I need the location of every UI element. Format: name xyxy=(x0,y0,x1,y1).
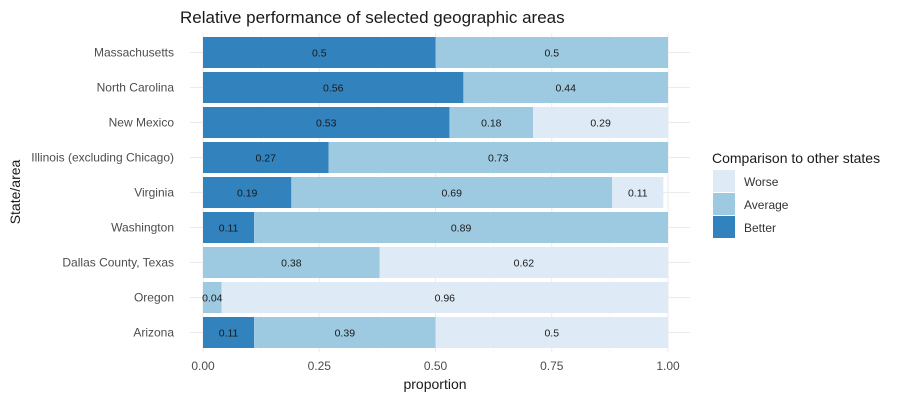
data-label: 0.89 xyxy=(451,223,472,235)
data-label: 0.19 xyxy=(237,188,258,200)
bar-segment-better xyxy=(203,72,464,103)
category-label: North Carolina xyxy=(97,81,175,95)
category-label: Virginia xyxy=(134,186,174,200)
y-axis-title: State/area xyxy=(7,159,23,224)
data-label: 0.44 xyxy=(555,83,576,95)
bar-segment-better xyxy=(203,317,255,348)
data-label: 0.11 xyxy=(628,188,648,200)
bar-segment-worse xyxy=(533,107,668,138)
data-label: 0.96 xyxy=(435,293,456,305)
bar-segment-better xyxy=(203,107,450,138)
chart-title: Relative performance of selected geograp… xyxy=(180,8,565,27)
data-labels: 0.5 0.5 0.56 0.44 0.53 0.18 0.29 0.27 0.73 0.19 0.… xyxy=(202,48,648,340)
x-tick-label: 0.50 xyxy=(424,359,448,373)
bar-segment-average xyxy=(291,177,613,208)
category-label: Arizona xyxy=(133,326,174,340)
data-label: 0.38 xyxy=(281,258,302,270)
bar-segment-average xyxy=(254,317,436,348)
bar-segment-average xyxy=(435,37,668,68)
category-label: Oregon xyxy=(134,291,174,305)
legend-label: Average xyxy=(744,198,789,212)
legend-label: Worse xyxy=(744,175,779,189)
data-label: 0.53 xyxy=(316,118,337,130)
legend-title: Comparison to other states xyxy=(712,150,880,166)
data-label: 0.5 xyxy=(312,48,327,60)
legend-swatch-average xyxy=(713,193,735,215)
category-label: New Mexico xyxy=(109,116,175,130)
data-label: 0.73 xyxy=(488,153,509,165)
category-label: Massachusetts xyxy=(94,46,174,60)
category-labels: Massachusetts North Carolina New Mexico Ill… xyxy=(31,46,174,340)
bar-segment-better xyxy=(203,177,292,208)
data-label: 0.5 xyxy=(544,48,559,60)
x-axis-tick-labels: 0.00 0.25 0.50 0.75 1.00 xyxy=(191,359,680,373)
data-label: 0.11 xyxy=(219,328,239,340)
legend-swatch-worse xyxy=(713,170,735,192)
bar-segment-average xyxy=(328,142,668,173)
x-tick-label: 1.00 xyxy=(656,359,680,373)
data-label: 0.62 xyxy=(514,258,535,270)
x-tick-label: 0.25 xyxy=(308,359,332,373)
bar-segment-average xyxy=(203,282,222,313)
data-label: 0.56 xyxy=(323,83,344,95)
category-label: Dallas County, Texas xyxy=(62,256,174,270)
data-label: 0.11 xyxy=(219,223,239,235)
legend-swatch-better xyxy=(713,216,735,238)
data-label: 0.39 xyxy=(335,328,356,340)
bar-segment-better xyxy=(203,212,255,243)
data-label: 0.04 xyxy=(202,293,223,305)
data-label: 0.5 xyxy=(544,328,559,340)
category-label: Washington xyxy=(111,221,174,235)
x-tick-label: 0.00 xyxy=(191,359,215,373)
bar-segment-average xyxy=(203,247,380,278)
data-label: 0.69 xyxy=(442,188,463,200)
legend-label: Better xyxy=(744,221,776,235)
data-label: 0.29 xyxy=(590,118,611,130)
legend: Comparison to other states Worse Average B… xyxy=(712,150,880,238)
bar-segments xyxy=(203,37,668,348)
bar-segment-worse xyxy=(435,317,668,348)
bar-segment-average xyxy=(463,72,668,103)
bar-segment-average xyxy=(449,107,534,138)
bar-segment-better xyxy=(203,37,436,68)
data-label: 0.27 xyxy=(256,153,277,165)
x-tick-label: 0.75 xyxy=(540,359,564,373)
data-label: 0.18 xyxy=(481,118,502,130)
x-axis-title: proportion xyxy=(403,376,466,392)
bar-segment-worse xyxy=(221,282,668,313)
bar-segment-better xyxy=(203,142,329,173)
category-label: Illinois (excluding Chicago) xyxy=(31,151,174,165)
bar-segment-worse xyxy=(379,247,668,278)
bar-segment-worse xyxy=(612,177,664,208)
bar-segment-average xyxy=(254,212,668,243)
